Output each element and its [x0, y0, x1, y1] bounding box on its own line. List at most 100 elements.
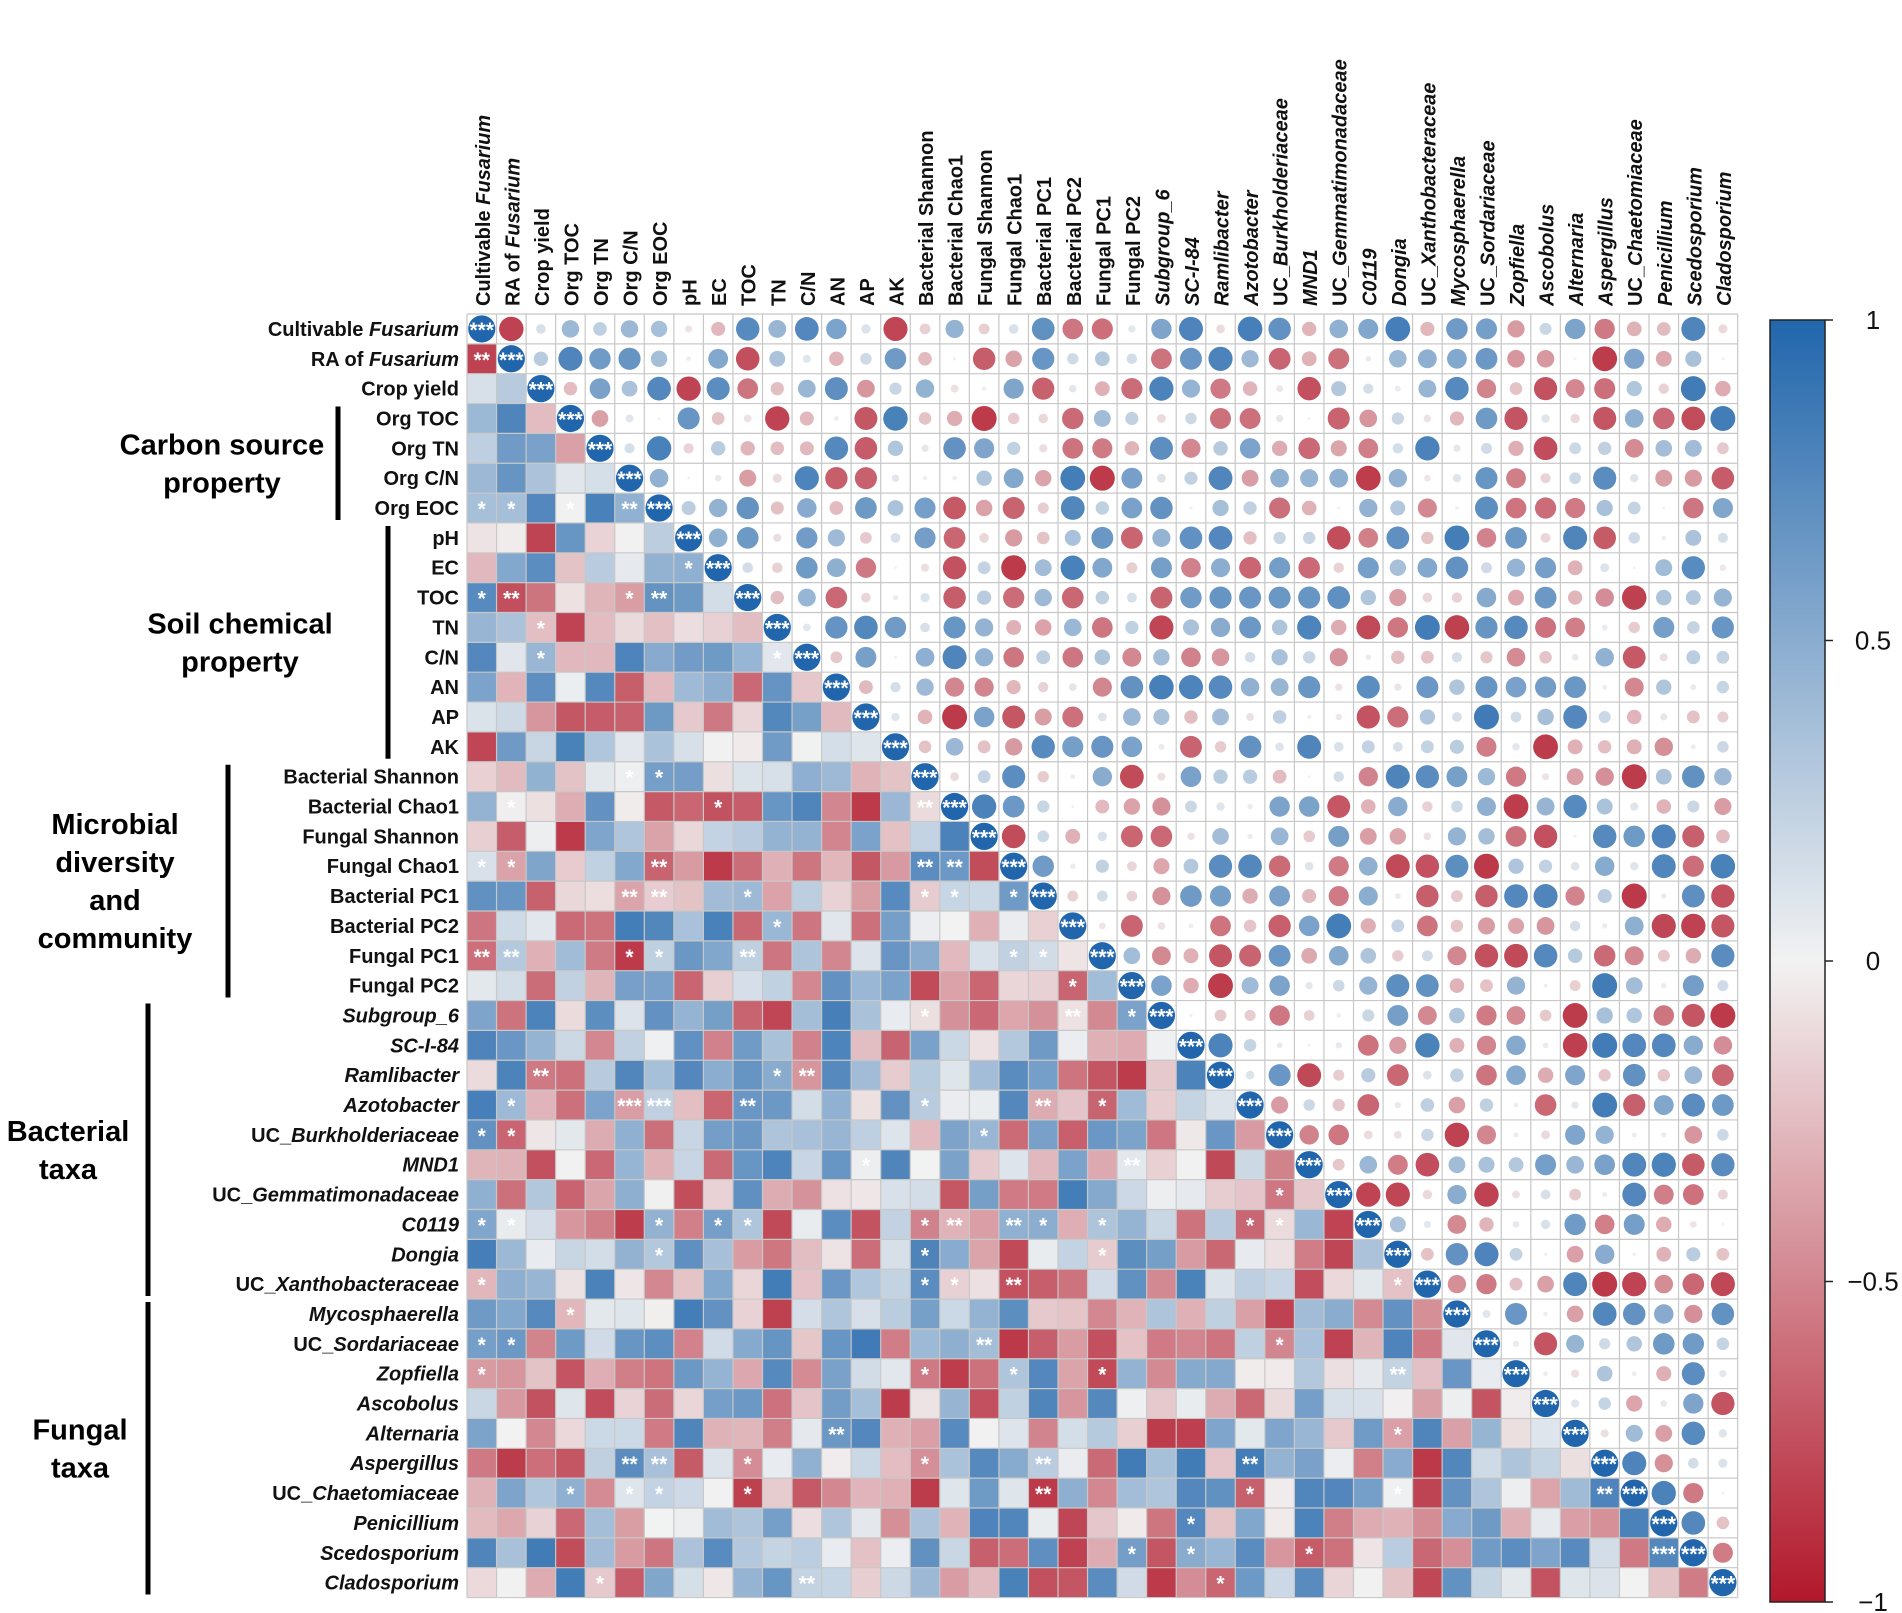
- correlation-circle: [1299, 1125, 1319, 1145]
- correlation-circle: [1631, 1132, 1637, 1138]
- heatmap-cell: [585, 1269, 615, 1300]
- heatmap-cell: [880, 1508, 911, 1538]
- correlation-circle: [586, 434, 614, 462]
- correlation-circle: [1422, 1070, 1432, 1080]
- correlation-circle: [1243, 531, 1257, 545]
- correlation-circle: [1566, 1305, 1584, 1323]
- correlation-circle: [1626, 709, 1642, 725]
- correlation-circle: [1626, 739, 1642, 755]
- heatmap-cell: [703, 821, 733, 852]
- heatmap-cell: [644, 1537, 674, 1568]
- group-label: property: [163, 467, 281, 499]
- correlation-circle: [533, 351, 549, 366]
- column-label: Zopfiella: [1507, 224, 1529, 307]
- correlation-circle: [1711, 914, 1735, 938]
- correlation-circle: [1329, 319, 1349, 339]
- correlation-circle: [1394, 1101, 1401, 1109]
- heatmap-cell: [614, 1299, 645, 1329]
- correlation-circle: [1567, 739, 1583, 755]
- heatmap-cell: [1058, 1149, 1088, 1180]
- correlation-circle: [1355, 465, 1381, 491]
- correlation-circle: [1002, 705, 1026, 729]
- column-label: Cladosporium: [1714, 172, 1736, 306]
- correlation-circle: [1097, 712, 1107, 722]
- significance-star: **: [1596, 1483, 1613, 1506]
- heatmap-cell: [1619, 1567, 1649, 1598]
- heatmap-cell: [644, 1269, 674, 1300]
- heatmap-cell: [1530, 1567, 1561, 1598]
- heatmap-cell: [998, 1149, 1029, 1180]
- heatmap-cell: [762, 940, 793, 971]
- correlation-circle: [860, 353, 872, 365]
- heatmap-cell: [1117, 1537, 1147, 1568]
- heatmap-cell: [555, 552, 586, 583]
- heatmap-cell: [1501, 1508, 1531, 1538]
- correlation-circle: [943, 526, 966, 549]
- correlation-circle: [1505, 526, 1527, 549]
- correlation-circle: [1626, 1336, 1642, 1352]
- correlation-circle: [1036, 531, 1050, 545]
- correlation-circle: [1679, 1539, 1707, 1567]
- correlation-circle: [1651, 854, 1676, 879]
- heatmap-cell: [851, 970, 881, 1001]
- correlation-circle: [1602, 1192, 1608, 1198]
- heatmap-cell: [969, 1299, 999, 1329]
- heatmap-cell: [939, 851, 970, 882]
- correlation-circle: [1533, 943, 1558, 968]
- correlation-circle: [704, 554, 732, 582]
- heatmap-cell: [910, 1508, 940, 1538]
- correlation-circle: [1479, 1217, 1494, 1232]
- group-label: Microbial: [51, 809, 178, 841]
- correlation-circle: [1151, 348, 1172, 370]
- correlation-circle: [1302, 889, 1317, 904]
- heatmap-cell: [1530, 1418, 1561, 1449]
- row-label: Bacterial Chao1: [308, 797, 459, 819]
- heatmap-cell: [1323, 1478, 1354, 1508]
- heatmap-cell: [821, 1179, 852, 1210]
- heatmap-cell: [585, 1239, 615, 1270]
- correlation-circle: [740, 441, 755, 456]
- heatmap-cell: [939, 1508, 970, 1538]
- column-label: Scedosporium: [1684, 167, 1706, 306]
- correlation-circle: [1092, 557, 1113, 578]
- heatmap-cell: [585, 463, 615, 494]
- heatmap-cell: [969, 1388, 999, 1419]
- correlation-circle: [1683, 497, 1704, 519]
- correlation-circle: [1593, 406, 1617, 431]
- heatmap-cell: [1146, 1537, 1177, 1568]
- correlation-circle: [973, 706, 995, 728]
- significance-star: *: [625, 1483, 634, 1506]
- correlation-circle: [657, 416, 661, 420]
- correlation-circle: [1686, 650, 1701, 665]
- heatmap-cell: [1353, 1358, 1384, 1389]
- heatmap-cell: [998, 1448, 1029, 1479]
- correlation-circle: [861, 592, 871, 603]
- heatmap-cell: [467, 851, 497, 882]
- column-label: Ascobolus: [1537, 204, 1559, 307]
- heatmap-cell: [939, 1179, 970, 1210]
- correlation-circle: [1476, 378, 1497, 399]
- heatmap-cell: [998, 1508, 1029, 1538]
- significance-star: *: [1039, 1214, 1048, 1237]
- correlation-circle: [1594, 378, 1616, 400]
- correlation-circle: [1181, 557, 1201, 578]
- heatmap-cell: [1146, 1060, 1177, 1091]
- correlation-circle: [1327, 586, 1351, 609]
- row-label: Alternaria: [365, 1423, 459, 1445]
- heatmap-cell: [1412, 1478, 1443, 1508]
- correlation-circle: [1622, 1063, 1646, 1087]
- heatmap-cell: [496, 970, 527, 1001]
- heatmap-cell: [555, 582, 586, 613]
- correlation-circle: [1507, 320, 1525, 338]
- correlation-circle: [971, 794, 997, 819]
- heatmap-cell: [910, 1119, 940, 1150]
- correlation-circle: [1185, 412, 1197, 425]
- significance-star: *: [478, 498, 487, 521]
- correlation-circle: [1656, 679, 1672, 695]
- correlation-circle: [1680, 376, 1706, 402]
- correlation-circle: [1365, 355, 1372, 362]
- correlation-circle: [1003, 586, 1025, 609]
- significance-star: ***: [1297, 1155, 1322, 1178]
- significance-star: ***: [765, 617, 790, 640]
- correlation-circle: [1510, 711, 1522, 723]
